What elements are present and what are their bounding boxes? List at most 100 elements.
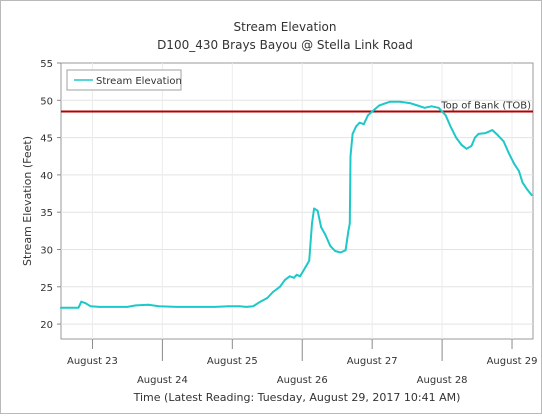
- data-point: [272, 291, 274, 293]
- data-point: [470, 144, 473, 147]
- x-tick-label: August 25: [207, 356, 258, 367]
- data-point: [409, 102, 412, 105]
- data-point: [455, 136, 457, 139]
- y-axis-ticks: 20 25 30 35 40 45 50 55: [40, 59, 61, 331]
- data-point: [266, 297, 269, 299]
- chart-subtitle: D100_430 Brays Bayou @ Stella Link Road: [157, 38, 413, 52]
- data-point: [320, 226, 322, 229]
- data-point: [521, 181, 524, 184]
- data-point: [288, 275, 291, 278]
- data-point: [388, 100, 391, 103]
- data-point: [526, 188, 529, 191]
- data-point: [513, 162, 515, 165]
- data-point: [98, 306, 101, 308]
- data-point: [437, 106, 440, 109]
- y-tick-label: 50: [40, 96, 53, 107]
- data-point: [89, 305, 92, 308]
- y-tick-label: 25: [40, 283, 53, 294]
- data-point: [299, 275, 301, 278]
- data-point: [293, 276, 295, 279]
- x-tick-label: August 26: [277, 375, 328, 386]
- data-point: [477, 133, 480, 135]
- data-point: [334, 250, 336, 252]
- y-axis-label: Stream Elevation (Feet): [21, 136, 34, 266]
- data-point: [252, 305, 255, 308]
- data-point: [308, 259, 311, 262]
- data-point: [60, 306, 62, 309]
- data-point: [465, 147, 468, 150]
- x-axis-label: Time (Latest Reading: Tuesday, August 29…: [133, 391, 461, 404]
- data-point: [348, 222, 351, 225]
- data-point: [491, 129, 494, 132]
- data-point: [351, 133, 354, 135]
- data-point: [134, 304, 137, 307]
- data-point: [245, 306, 248, 308]
- data-point: [423, 106, 426, 109]
- data-point: [175, 306, 178, 308]
- data-point: [378, 104, 381, 107]
- data-point: [474, 136, 476, 139]
- data-point: [460, 144, 463, 147]
- legend-box: [66, 69, 182, 91]
- data-point: [518, 170, 520, 173]
- data-point: [371, 110, 374, 113]
- y-tick-label: 30: [40, 245, 53, 256]
- data-point: [358, 121, 361, 124]
- x-tick-label: August 23: [67, 356, 118, 367]
- data-point: [367, 114, 369, 117]
- x-tick-label: August 29: [487, 356, 538, 367]
- data-point: [203, 306, 206, 308]
- data-point: [77, 306, 80, 309]
- x-tick-label: August 28: [417, 375, 468, 386]
- y-tick-label: 40: [40, 171, 53, 182]
- data-point: [259, 300, 262, 303]
- data-point: [80, 300, 83, 303]
- data-point: [430, 105, 433, 108]
- data-point: [497, 134, 499, 137]
- data-point: [355, 125, 357, 128]
- data-point: [279, 285, 281, 288]
- data-point: [444, 114, 447, 117]
- data-point: [484, 132, 487, 135]
- top-of-bank-label: Top of Bank (TOB): [440, 100, 531, 111]
- gridlines: [61, 63, 533, 339]
- plot-area: [60, 62, 534, 340]
- data-point: [349, 155, 352, 158]
- data-point: [126, 306, 129, 308]
- y-tick-label: 35: [40, 208, 53, 219]
- y-tick-label: 45: [40, 134, 53, 145]
- y-tick-label: 20: [40, 320, 53, 331]
- data-point: [302, 269, 305, 272]
- series-layer: [60, 100, 533, 309]
- data-point: [344, 249, 347, 252]
- x-axis-ticks: August 23 August 24 August 25 August 26 Augu…: [67, 339, 537, 386]
- data-point: [329, 244, 332, 247]
- data-point: [507, 151, 510, 154]
- data-point: [416, 104, 419, 107]
- data-point: [316, 209, 319, 212]
- data-point: [227, 305, 230, 308]
- data-point: [313, 207, 315, 210]
- chart-title: Stream Elevation: [234, 20, 337, 34]
- data-point: [449, 125, 452, 128]
- data-point: [84, 302, 87, 305]
- legend: Stream Elevation: [66, 69, 182, 91]
- x-tick-label: August 24: [137, 375, 188, 386]
- legend-label-stream-elevation: Stream Elevation: [96, 76, 182, 87]
- data-point: [213, 306, 216, 308]
- data-point: [339, 251, 342, 254]
- data-point: [530, 194, 533, 196]
- y-tick-label: 55: [40, 59, 53, 70]
- data-point: [147, 303, 150, 306]
- x-tick-label: August 27: [347, 356, 398, 367]
- data-point: [347, 229, 350, 232]
- data-point: [362, 123, 365, 126]
- reference-lines: Top of Bank (TOB): [61, 100, 533, 113]
- data-point: [399, 100, 401, 103]
- data-point: [283, 279, 286, 281]
- data-point: [324, 233, 327, 236]
- data-point: [295, 273, 298, 276]
- data-point: [502, 140, 505, 143]
